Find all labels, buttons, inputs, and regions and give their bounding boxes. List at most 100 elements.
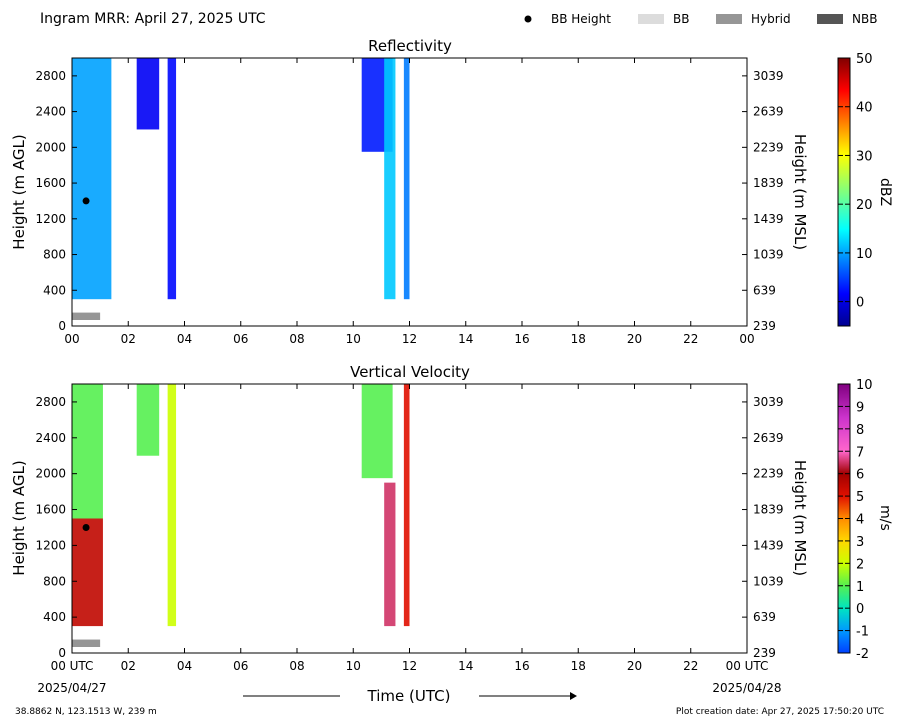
- x-tick-label: 12: [402, 332, 417, 346]
- x-tick-label: 02: [121, 659, 136, 673]
- echo-region: [72, 58, 112, 300]
- y-tick-label: 2400: [35, 105, 66, 119]
- x-tick-label: 22: [683, 659, 698, 673]
- x-tick-label: 16: [514, 332, 529, 346]
- legend: BB Height BB Hybrid NBB: [524, 12, 877, 26]
- colorbar-tick-label: 7: [856, 445, 864, 460]
- colorbar-tick-label: 8: [856, 423, 864, 438]
- echo-region: [136, 58, 160, 130]
- bb-height-marker: [82, 523, 90, 531]
- colorbar-tick-label: 0: [856, 296, 864, 311]
- x-tick-label: 00: [64, 332, 79, 346]
- velocity-title: Vertical Velocity: [350, 363, 470, 381]
- y-tick-label: 2400: [35, 431, 66, 445]
- echo-region: [167, 58, 177, 300]
- echo-region: [361, 384, 393, 479]
- y-tick-label: 0: [58, 646, 66, 660]
- y-tick-label: 400: [43, 610, 66, 624]
- y-axis-label: Height (m AGL): [10, 460, 28, 575]
- y-tick-label-right: 2639: [753, 105, 784, 119]
- echo-region: [167, 384, 177, 627]
- colorbar-tick-label: 5: [856, 490, 864, 505]
- colorbar-tick-label: 4: [856, 513, 864, 528]
- colorbar: [837, 57, 851, 327]
- colorbar-tick-label: 10: [856, 247, 873, 262]
- echo-region: [384, 482, 396, 627]
- x-tick-label: 20: [627, 332, 642, 346]
- colorbar-tick-label: 40: [856, 101, 873, 116]
- y-tick-label: 1200: [35, 212, 66, 226]
- bb-type-bar: [72, 639, 101, 647]
- legend-label: BB Height: [551, 12, 611, 26]
- bb-type-bar: [72, 312, 101, 320]
- x-tick-label: 08: [289, 659, 304, 673]
- colorbar-tick-label: 3: [856, 535, 864, 550]
- colorbar-tick-label: 2: [856, 557, 864, 572]
- y-tick-label-right: 1039: [753, 574, 784, 588]
- colorbar-tick-label: 10: [856, 378, 873, 393]
- y-tick-label-right: 639: [753, 283, 776, 297]
- x-tick-label: 18: [571, 659, 586, 673]
- x-tick-label: 14: [458, 332, 473, 346]
- x-tick-label: 00: [739, 332, 754, 346]
- y-tick-label-right: 1439: [753, 212, 784, 226]
- y-tick-label: 2000: [35, 467, 66, 481]
- y-tick-label-right: 239: [753, 646, 776, 660]
- x-tick-label: 10: [346, 659, 361, 673]
- y-tick-label-right: 1039: [753, 248, 784, 262]
- x-tick-label: 08: [289, 332, 304, 346]
- y-tick-label-right: 239: [753, 319, 776, 333]
- x-tick-label: 00 UTC: [51, 659, 94, 673]
- y-tick-label: 400: [43, 283, 66, 297]
- colorbar-tick-label: 20: [856, 198, 873, 213]
- x-tick-label: 00 UTC: [726, 659, 769, 673]
- reflectivity-title: Reflectivity: [368, 37, 452, 55]
- x-tick-label: 10: [346, 332, 361, 346]
- colorbar-tick-label: -2: [856, 647, 869, 662]
- legend-label: NBB: [852, 12, 877, 26]
- colorbar-label: dBZ: [877, 178, 893, 206]
- y-tick-label-right: 1839: [753, 176, 784, 190]
- legend-swatch: [638, 14, 664, 24]
- y-tick-label: 2000: [35, 140, 66, 154]
- y-tick-label: 1200: [35, 538, 66, 552]
- echo-region: [384, 58, 396, 300]
- bb-height-marker: [82, 197, 90, 205]
- creation-date: Plot creation date: Apr 27, 2025 17:50:2…: [676, 707, 884, 717]
- start-date: 2025/04/27: [37, 681, 106, 695]
- y-tick-label: 800: [43, 248, 66, 262]
- x-tick-label: 14: [458, 659, 473, 673]
- y-tick-label: 2800: [35, 395, 66, 409]
- echo-region: [403, 58, 410, 300]
- x-axis-label: Time (UTC): [367, 687, 451, 705]
- colorbar-tick-label: 30: [856, 149, 873, 164]
- legend-label: Hybrid: [751, 12, 791, 26]
- colorbar-tick-label: 50: [856, 52, 873, 67]
- velocity-panel: Vertical Velocity 00 UTC 02 04 06 08 10 12 14 16…: [10, 363, 893, 673]
- colorbar-tick-label: 6: [856, 468, 864, 483]
- arrow-head-icon: [570, 692, 577, 700]
- legend-label: BB: [673, 12, 689, 26]
- y-tick-label-right: 2239: [753, 467, 784, 481]
- colorbar-tick-label: -1: [856, 625, 869, 640]
- y-tick-label: 1600: [35, 503, 66, 517]
- y-axis-label-right: Height (m MSL): [791, 134, 809, 250]
- colorbar-label: m/s: [877, 505, 893, 531]
- echo-region: [72, 518, 103, 627]
- x-tick-label: 04: [177, 659, 192, 673]
- y-tick-label: 1600: [35, 176, 66, 190]
- y-tick-label-right: 3039: [753, 69, 784, 83]
- location-text: 38.8862 N, 123.1513 W, 239 m: [15, 707, 157, 717]
- y-tick-label: 2800: [35, 69, 66, 83]
- x-tick-label: 22: [683, 332, 698, 346]
- y-tick-label-right: 639: [753, 610, 776, 624]
- x-tick-label: 06: [233, 659, 248, 673]
- x-tick-label: 02: [121, 332, 136, 346]
- x-tick-label: 18: [571, 332, 586, 346]
- x-tick-label: 20: [627, 659, 642, 673]
- colorbar-tick-label: 9: [856, 400, 864, 415]
- y-tick-label: 0: [58, 319, 66, 333]
- echo-region: [136, 384, 160, 456]
- x-tick-label: 04: [177, 332, 192, 346]
